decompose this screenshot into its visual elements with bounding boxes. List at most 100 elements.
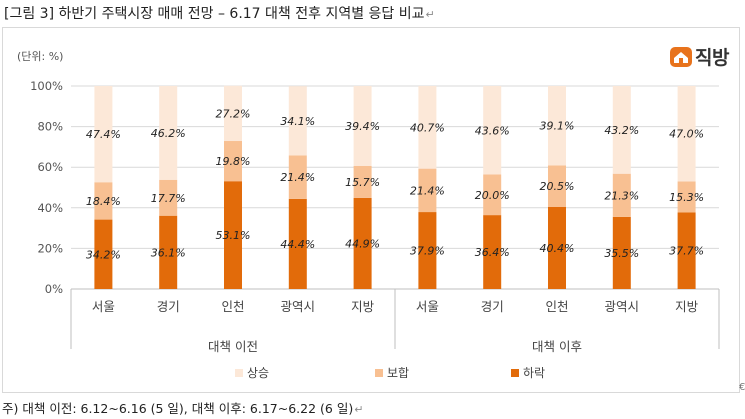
bar-segment-상승 xyxy=(677,86,696,182)
legend-item-보합: 보합 xyxy=(375,364,409,381)
stacked-bar-chart: 0% 20% 40% 60% 80% 100% 34.2% 18.4% 47.4% 서울 36.1%… xyxy=(30,79,720,354)
y-tick-label: 20% xyxy=(37,241,63,255)
category-label: 경기 xyxy=(157,299,180,314)
legend-label: 상승 xyxy=(247,366,270,380)
data-label: 21.3% xyxy=(604,189,639,202)
bar-segment-보합 xyxy=(224,141,242,182)
bar-segment-하락 xyxy=(94,219,113,289)
data-label: 53.1% xyxy=(216,229,251,242)
bar-segment-보합 xyxy=(548,165,566,207)
data-label: 21.4% xyxy=(410,184,445,197)
side-marker: € xyxy=(739,382,745,393)
data-label: 37.9% xyxy=(410,245,445,258)
data-label: 44.4% xyxy=(280,238,315,251)
data-label: 43.2% xyxy=(604,124,639,137)
data-label: 34.1% xyxy=(280,115,315,128)
legend-swatch xyxy=(511,368,519,377)
data-label: 40.4% xyxy=(540,242,575,255)
y-tick-label: 40% xyxy=(37,201,63,215)
brand-name: 직방 xyxy=(695,47,729,69)
bar-segment-하락 xyxy=(677,212,696,289)
data-label: 37.7% xyxy=(669,245,704,258)
data-label: 39.1% xyxy=(540,120,575,133)
bar-segment-보합 xyxy=(677,181,696,213)
category-label: 서울 xyxy=(416,299,439,314)
data-label: 19.8% xyxy=(216,155,251,168)
legend-swatch xyxy=(235,368,243,377)
data-label: 18.4% xyxy=(86,195,121,208)
data-label: 43.6% xyxy=(475,124,510,137)
data-label: 46.2% xyxy=(151,127,186,140)
data-label: 27.2% xyxy=(216,107,251,120)
bar-segment-상승 xyxy=(353,86,372,166)
bar-segment-상승 xyxy=(94,86,113,183)
category-label: 광역시 xyxy=(605,299,640,314)
category-label: 지방 xyxy=(675,299,699,314)
data-label: 21.4% xyxy=(280,171,315,184)
return-mark: ↵ xyxy=(425,8,435,21)
data-label: 35.5% xyxy=(604,247,639,260)
bar-segment-상승 xyxy=(548,86,566,166)
data-label: 36.1% xyxy=(151,246,186,259)
data-label: 20.5% xyxy=(540,180,575,193)
data-label: 39.4% xyxy=(345,120,380,133)
bar-segment-하락 xyxy=(418,212,437,289)
data-label: 17.7% xyxy=(151,192,186,205)
data-label: 47.4% xyxy=(86,128,121,141)
group-label: 대책 이전 xyxy=(208,339,258,354)
y-tick-label: 100% xyxy=(30,79,63,93)
bar-segment-보합 xyxy=(483,174,502,216)
chart-legend: 상승 보합 하락 xyxy=(3,364,739,384)
bar-segment-상승 xyxy=(612,86,631,174)
legend-item-상승: 상승 xyxy=(235,364,269,381)
data-label: 47.0% xyxy=(669,128,704,141)
legend-label: 하락 xyxy=(523,366,546,380)
bar-segment-보합 xyxy=(159,179,178,216)
data-label: 34.2% xyxy=(86,248,121,261)
bar-segment-상승 xyxy=(418,86,437,169)
data-label: 15.7% xyxy=(345,176,380,189)
bar-segment-보합 xyxy=(288,155,307,199)
y-tick-label: 60% xyxy=(37,160,63,174)
bar-segment-하락 xyxy=(548,206,566,289)
category-label: 인천 xyxy=(221,299,244,314)
brand-logo: 직방 xyxy=(669,43,729,70)
legend-item-하락: 하락 xyxy=(511,364,545,381)
bar-segment-상승 xyxy=(483,86,502,175)
bar-segment-하락 xyxy=(612,216,631,289)
y-tick-label: 0% xyxy=(45,282,63,296)
bar-segment-상승 xyxy=(224,85,242,142)
bar-segment-하락 xyxy=(288,198,307,289)
bar-segment-보합 xyxy=(612,173,631,217)
data-label: 40.7% xyxy=(410,121,445,134)
footnote-text: 주) 대책 이전: 6.12~6.16 (5 일), 대책 이후: 6.17~6… xyxy=(2,401,354,416)
bar-segment-보합 xyxy=(94,182,113,220)
legend-swatch xyxy=(375,368,383,377)
category-label: 서울 xyxy=(92,299,115,314)
data-label: 36.4% xyxy=(475,246,510,259)
data-label: 15.3% xyxy=(669,191,704,204)
y-tick-label: 80% xyxy=(37,120,63,134)
data-label: 44.9% xyxy=(345,237,380,250)
category-label: 경기 xyxy=(481,299,504,314)
bar-segment-상승 xyxy=(159,86,178,180)
group-label: 대책 이후 xyxy=(532,339,582,354)
bar-segment-보합 xyxy=(353,165,372,198)
bar-segment-상승 xyxy=(288,86,307,156)
figure-title: [그림 3] 하반기 주택시장 매매 전망 – 6.17 대책 전후 지역별 응… xyxy=(4,3,435,23)
category-label: 지방 xyxy=(351,299,375,314)
footnote: 주) 대책 이전: 6.12~6.16 (5 일), 대책 이후: 6.17~6… xyxy=(2,398,363,417)
bar-segment-하락 xyxy=(224,181,242,289)
bar-segment-보합 xyxy=(418,168,437,213)
bar-segment-하락 xyxy=(159,215,178,289)
figure-title-text: [그림 3] 하반기 주택시장 매매 전망 – 6.17 대책 전후 지역별 응… xyxy=(4,6,425,22)
data-label: 20.0% xyxy=(475,189,510,202)
bar-segment-하락 xyxy=(483,215,502,289)
category-label: 광역시 xyxy=(281,299,316,314)
chart-container: (단위: %) 직방 0% 20% 40% 60% 80% 100% 34.2% 18.4% 4… xyxy=(2,27,740,393)
legend-label: 보합 xyxy=(387,366,410,380)
house-icon xyxy=(670,46,693,67)
return-mark: ↵ xyxy=(354,403,364,416)
bar-segment-하락 xyxy=(353,197,372,289)
category-label: 인천 xyxy=(545,299,568,314)
